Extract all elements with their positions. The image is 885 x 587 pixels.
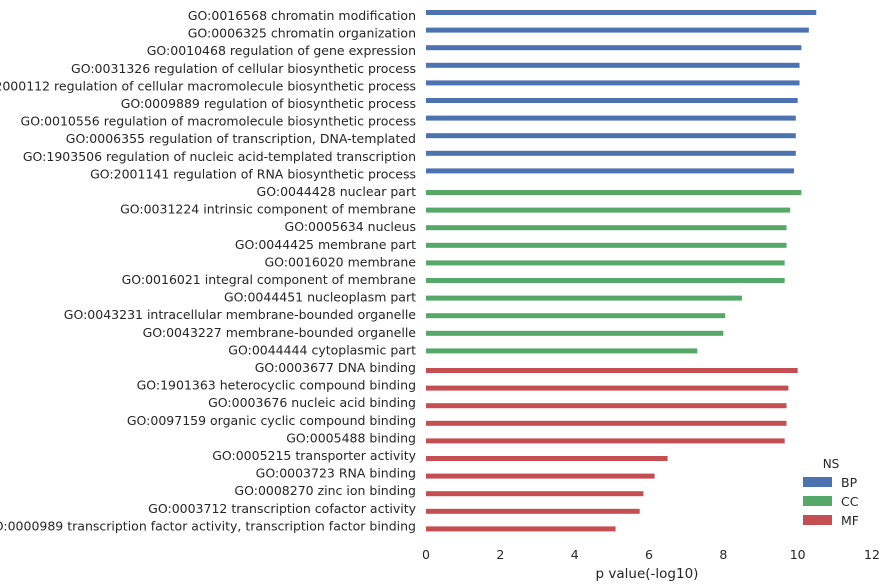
y-tick-label: GO:2000112 regulation of cellular macrom… xyxy=(0,78,416,93)
bar-mf xyxy=(426,438,785,444)
bar-cc xyxy=(426,295,742,301)
y-tick-label: GO:0003723 RNA binding xyxy=(256,466,416,481)
y-tick-label: GO:0097159 organic cyclic compound bindi… xyxy=(127,413,416,428)
bar-mf xyxy=(426,420,787,426)
y-tick-label: GO:0003712 transcription cofactor activi… xyxy=(148,501,416,516)
y-tick-label: GO:0031224 intrinsic component of membra… xyxy=(120,202,416,217)
legend-swatch-bp xyxy=(803,477,832,487)
x-tick-labels: 0 2 4 6 8 10 12 xyxy=(422,547,880,562)
bar-mf xyxy=(426,526,616,532)
bar-bp xyxy=(426,80,800,86)
y-tick-label: GO:0010556 regulation of macromolecule b… xyxy=(21,114,416,129)
y-tick-label: GO:0016021 integral component of membran… xyxy=(122,272,417,287)
bar-mf xyxy=(426,508,640,514)
y-tick-label: GO:0043227 membrane-bounded organelle xyxy=(143,325,417,340)
x-tick-label: 2 xyxy=(496,547,504,562)
bar-cc xyxy=(426,348,698,354)
y-tick-label: GO:0005634 nucleus xyxy=(285,219,416,234)
x-tick-label: 8 xyxy=(719,547,727,562)
y-tick-label: GO:0016568 chromatin modification xyxy=(188,8,416,23)
bar-bp xyxy=(426,168,794,174)
y-tick-label: GO:0044444 cytoplasmic part xyxy=(228,342,416,357)
bar-bp xyxy=(426,45,802,51)
legend-label-cc: CC xyxy=(841,494,859,509)
x-tick-label: 0 xyxy=(422,547,430,562)
bars-group xyxy=(426,10,817,532)
bar-mf xyxy=(426,368,798,373)
x-axis-title: p value(-log10) xyxy=(596,566,699,582)
bar-mf xyxy=(426,491,644,497)
bar-cc xyxy=(426,190,802,195)
y-tick-label: GO:0003676 nucleic acid binding xyxy=(208,395,416,410)
bar-cc xyxy=(426,225,787,231)
bar-bp xyxy=(426,62,800,68)
x-tick-label: 6 xyxy=(645,547,653,562)
legend-label-bp: BP xyxy=(841,475,858,490)
y-tick-label: GO:1901363 heterocyclic compound binding xyxy=(137,378,416,393)
legend: NS BP CC MF xyxy=(803,457,859,528)
y-tick-label: GO:0043231 intracellular membrane-bounde… xyxy=(64,307,417,322)
y-tick-label: GO:2001141 regulation of RNA biosyntheti… xyxy=(90,166,416,181)
legend-title: NS xyxy=(823,457,840,471)
y-tick-label: GO:0010468 regulation of gene expression xyxy=(147,43,416,58)
bar-mf xyxy=(426,456,668,461)
y-tick-label: GO:0044428 nuclear part xyxy=(257,184,417,199)
y-tick-label: GO:0044451 nucleoplasm part xyxy=(224,290,416,305)
legend-label-mf: MF xyxy=(841,513,859,528)
bar-mf xyxy=(426,403,787,409)
y-tick-label: GO:0016020 membrane xyxy=(264,254,416,269)
y-tick-label: GO:1903506 regulation of nucleic acid-te… xyxy=(23,149,416,164)
bar-cc xyxy=(426,260,785,266)
legend-swatch-cc xyxy=(803,496,832,506)
x-tick-label: 10 xyxy=(790,547,806,562)
y-tick-label: GO:0000989 transcription factor activity… xyxy=(0,518,416,533)
bar-mf xyxy=(426,385,789,391)
y-tick-label: GO:0009889 regulation of biosynthetic pr… xyxy=(121,96,416,111)
y-tick-label: GO:0003677 DNA binding xyxy=(255,360,416,375)
bar-bp xyxy=(426,98,798,103)
y-tick-label: GO:0006355 regulation of transcription, … xyxy=(66,131,416,146)
bar-bp xyxy=(426,133,796,139)
bar-bp xyxy=(426,27,809,33)
y-tick-label: GO:0044425 membrane part xyxy=(235,237,416,252)
y-tick-label: GO:0031326 regulation of cellular biosyn… xyxy=(71,61,416,76)
y-tick-label: GO:0005215 transporter activity xyxy=(212,448,416,463)
bar-bp xyxy=(426,150,796,156)
bar-cc xyxy=(426,242,787,248)
y-tick-labels: GO:0016568 chromatin modification GO:0006… xyxy=(0,8,417,533)
bar-cc xyxy=(426,313,726,319)
legend-swatch-mf xyxy=(803,515,832,525)
x-tick-label: 12 xyxy=(864,547,880,562)
bar-mf xyxy=(426,473,655,479)
bar-cc xyxy=(426,207,791,213)
bar-cc xyxy=(426,278,785,283)
bar-bp xyxy=(426,115,796,121)
y-tick-label: GO:0005488 binding xyxy=(286,430,416,445)
bar-cc xyxy=(426,330,724,336)
bar-bp xyxy=(426,10,817,15)
x-tick-label: 4 xyxy=(571,547,579,562)
y-tick-label: GO:0008270 zinc ion binding xyxy=(234,483,416,498)
y-tick-label: GO:0006325 chromatin organization xyxy=(188,26,416,41)
